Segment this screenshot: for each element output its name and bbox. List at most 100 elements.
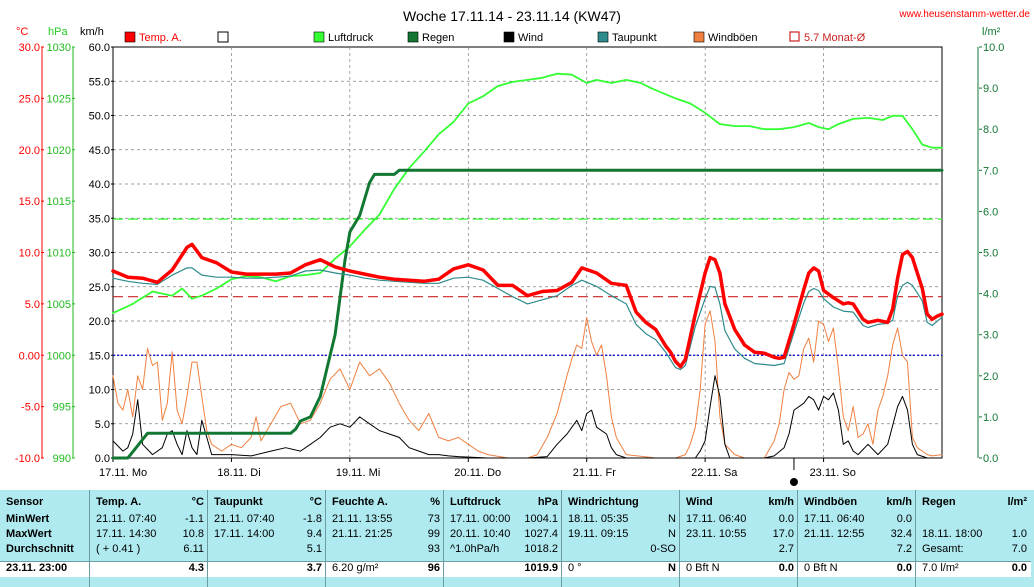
series-line-taupunkt bbox=[112, 267, 943, 371]
stats-cell: -1.8 bbox=[303, 513, 322, 525]
stats-cell: 5.1 bbox=[306, 543, 322, 555]
y-tick-label-temp: 10.0 bbox=[19, 248, 40, 260]
stats-cell: 0.0 bbox=[778, 513, 794, 525]
y-tick-label-wind: 60.0 bbox=[89, 42, 110, 54]
stats-cell: 21.11. 21:25 bbox=[332, 528, 393, 540]
stats-cell: 3.7 bbox=[306, 562, 322, 574]
website-link[interactable]: www.heusenstamm-wetter.de bbox=[898, 9, 1030, 20]
stats-cell: Feuchte A. bbox=[332, 496, 388, 508]
stats-cell: 1.0 bbox=[1011, 528, 1027, 540]
legend-swatch bbox=[597, 31, 609, 43]
stats-cell: km/h bbox=[886, 496, 912, 508]
x-tick-label: 22.11. Sa bbox=[691, 467, 738, 479]
stats-cell: Regen bbox=[922, 496, 956, 508]
legend-label: 5.7 Monat-Ø bbox=[804, 32, 866, 44]
y-tick-label-wind: 5.0 bbox=[95, 419, 110, 431]
stats-cell: 7.0 l/m² bbox=[922, 562, 959, 574]
stats-cell: 0 Bft N bbox=[804, 562, 838, 574]
stats-cell: 99 bbox=[427, 528, 440, 540]
series-line-luftdruck bbox=[112, 72, 943, 315]
unit-wind: km/h bbox=[80, 26, 104, 38]
stats-cell: 17.11. 00:00 bbox=[450, 513, 511, 525]
stats-cell: 1027.4 bbox=[524, 528, 558, 540]
y-tick-label-pressure: 995 bbox=[53, 402, 71, 414]
stats-cell: 96 bbox=[427, 562, 440, 574]
stats-cell: Gesamt: bbox=[922, 543, 964, 555]
y-tick-label-wind: 10.0 bbox=[89, 385, 110, 397]
y-tick-label-rain: 5.0 bbox=[983, 248, 998, 260]
stats-cell: 21.11. 13:55 bbox=[332, 513, 393, 525]
stats-cell: 0.0 bbox=[1011, 562, 1027, 574]
stats-footer bbox=[916, 561, 1031, 577]
stats-cell: l/m² bbox=[1007, 496, 1027, 508]
legend-swatch bbox=[693, 31, 705, 43]
stats-cell: Durchschnitt bbox=[6, 543, 74, 555]
stats-cell: hPa bbox=[537, 496, 558, 508]
stats-cell: 18.11. 05:35 bbox=[568, 513, 629, 525]
stats-cell: Taupunkt bbox=[214, 496, 263, 508]
stats-cell: 6.11 bbox=[183, 543, 204, 555]
stats-column: Regen l/m² 18.11. 18:00 1.0 Gesamt: 7.0 7.0 l/… bbox=[915, 490, 1031, 587]
legend-label: Regen bbox=[422, 32, 454, 44]
x-tick-label: 23.11. So bbox=[810, 467, 856, 479]
x-axis: 17.11. Mo 18.11. Di 19.11. Mi 20.11. Do 21.1… bbox=[99, 458, 856, 479]
stats-column: Windrichtung 18.11. 05:35 N 19.11. 09:15 N 0-… bbox=[561, 490, 680, 587]
stats-cell: Windrichtung bbox=[568, 496, 639, 508]
stats-cell: 21.11. 12:55 bbox=[804, 528, 865, 540]
y-tick-label-pressure: 1005 bbox=[47, 299, 71, 311]
series-line-wind bbox=[112, 375, 943, 459]
stats-cell: 21.11. 07:40 bbox=[96, 513, 157, 525]
stats-cell: 17.11. 06:40 bbox=[804, 513, 865, 525]
y-tick-label-rain: 8.0 bbox=[983, 124, 998, 136]
stats-footer bbox=[208, 561, 326, 577]
y-tick-label-wind: 25.0 bbox=[89, 282, 110, 294]
y-tick-label-rain: 10.0 bbox=[983, 42, 1004, 54]
stats-cell: 23.11. 23:00 bbox=[6, 562, 68, 574]
stats-footer bbox=[0, 561, 89, 577]
y-tick-label-pressure: 1020 bbox=[47, 145, 71, 157]
y-tick-label-wind: 45.0 bbox=[89, 145, 110, 157]
stats-cell: 0 ° bbox=[568, 562, 582, 574]
y-tick-label-pressure: 1030 bbox=[47, 42, 71, 54]
stats-cell: Wind bbox=[686, 496, 713, 508]
stats-cell: 19.11. 09:15 bbox=[568, 528, 629, 540]
series bbox=[111, 72, 944, 460]
legend-swatch bbox=[789, 31, 800, 42]
stats-cell: 0-SO bbox=[650, 543, 676, 555]
stats-cell: -1.1 bbox=[185, 513, 204, 525]
unit-rain: l/m² bbox=[982, 26, 1001, 38]
stats-footer bbox=[326, 561, 444, 577]
legend-label: Luftdruck bbox=[328, 32, 374, 44]
y-tick-label-wind: 15.0 bbox=[89, 350, 110, 362]
series-line-windböen bbox=[112, 310, 943, 459]
stats-column: Temp. A. °C 21.11. 07:40 -1.1 17.11. 14:30 10… bbox=[89, 490, 208, 587]
y-tick-label-pressure: 1000 bbox=[47, 350, 71, 362]
stats-column: Sensor MinWert MaxWert Durchschnitt 23.11. 2… bbox=[0, 490, 89, 587]
y-tick-label-pressure: 1015 bbox=[47, 196, 71, 208]
y-tick-label-rain: 4.0 bbox=[983, 289, 998, 301]
stats-footer bbox=[680, 561, 798, 577]
stats-cell: 0 Bft N bbox=[686, 562, 720, 574]
chart-legend: Temp. A. Luftdruck Regen Wind Taupunkt Windbö… bbox=[124, 31, 866, 44]
stats-cell: N bbox=[668, 513, 676, 525]
stats-column: Windböen km/h 17.11. 06:40 0.0 21.11. 12:55 3… bbox=[797, 490, 916, 587]
stats-cell: 1019.9 bbox=[524, 562, 558, 574]
y-tick-label-rain: 3.0 bbox=[983, 330, 998, 342]
stats-cell: 17.11. 14:00 bbox=[214, 528, 275, 540]
stats-column: Taupunkt °C 21.11. 07:40 -1.8 17.11. 14:00 9.… bbox=[207, 490, 326, 587]
y-tick-label-rain: 2.0 bbox=[983, 371, 998, 383]
x-tick-label: 19.11. Mi bbox=[336, 467, 380, 479]
y-tick-label-temp: 5.0 bbox=[25, 299, 40, 311]
stats-cell: 6.20 g/m² bbox=[332, 562, 379, 574]
legend-swatch bbox=[503, 31, 515, 43]
stats-cell: 10.8 bbox=[182, 528, 204, 540]
legend-swatch bbox=[217, 31, 229, 43]
unit-pressure: hPa bbox=[48, 26, 68, 38]
stats-cell: 7.0 bbox=[1011, 543, 1027, 555]
stats-cell: ( + 0.41 ) bbox=[96, 543, 141, 555]
stats-cell: 1004.1 bbox=[524, 513, 558, 525]
stats-footer bbox=[90, 561, 208, 577]
stats-column: Feuchte A.% 21.11. 13:55 73 21.11. 21:25 99 9… bbox=[325, 490, 444, 587]
stats-cell: 73 bbox=[427, 513, 440, 525]
stats-cell: 93 bbox=[427, 543, 440, 555]
